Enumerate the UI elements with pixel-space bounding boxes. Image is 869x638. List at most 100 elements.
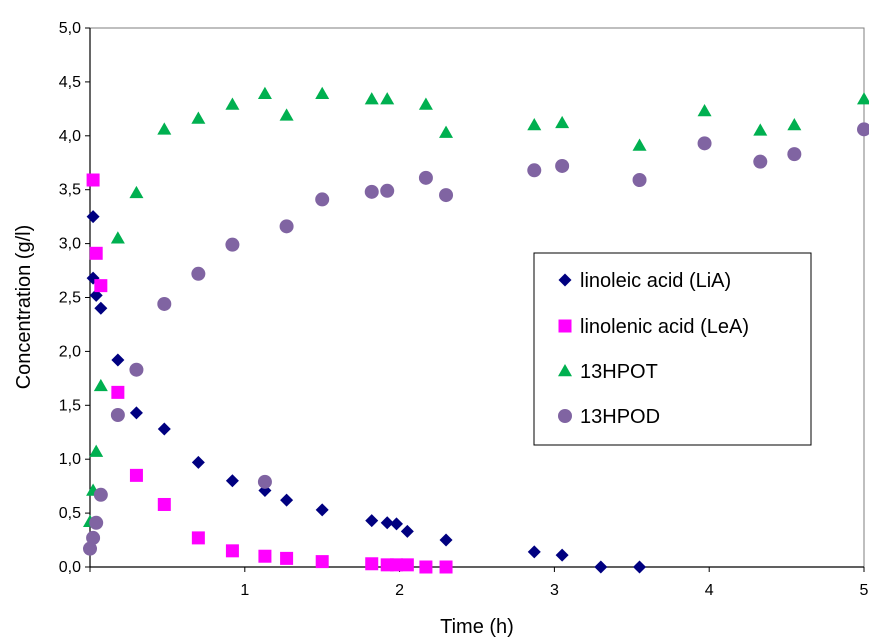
data-point	[191, 266, 206, 281]
legend-label: 13HPOT	[580, 361, 658, 383]
data-point	[419, 560, 433, 574]
x-tick-labels: 1 2 3 4 5	[240, 582, 868, 599]
y-tick-label: 3,5	[59, 182, 81, 199]
data-point	[157, 497, 171, 511]
y-tick-label: 4,0	[59, 128, 81, 145]
data-point	[380, 516, 394, 530]
data-point	[258, 549, 272, 563]
data-point	[365, 514, 379, 528]
x-axis-title: Time (h)	[440, 616, 514, 638]
data-point	[191, 455, 205, 469]
x-tick-label: 5	[860, 582, 869, 599]
data-point	[555, 158, 570, 173]
data-point	[380, 92, 395, 105]
data-point	[257, 86, 272, 100]
data-point	[129, 406, 143, 420]
legend-marker	[558, 364, 572, 377]
data-point	[439, 125, 454, 138]
data-point	[191, 531, 205, 545]
data-point	[315, 555, 329, 569]
data-point	[390, 517, 404, 531]
y-tick-label: 1,0	[59, 451, 81, 468]
y-axis-title: Concentration (g/l)	[13, 225, 35, 390]
data-point	[111, 385, 125, 399]
axes	[85, 27, 865, 572]
legend-box	[533, 252, 812, 446]
x-tick-label: 1	[240, 582, 249, 599]
data-point	[315, 192, 330, 207]
data-point	[129, 468, 143, 482]
data-point	[364, 184, 379, 199]
data-point	[439, 533, 453, 547]
data-point	[787, 147, 802, 162]
data-point	[257, 474, 272, 489]
data-point	[89, 246, 103, 260]
legend: linoleic acid (LiA) linolenic acid (LeA) 1…	[533, 252, 812, 446]
data-point	[315, 86, 330, 100]
data-point	[418, 170, 433, 185]
data-point	[787, 118, 802, 131]
data-point	[400, 524, 414, 538]
data-point	[89, 444, 104, 457]
data-point	[280, 493, 294, 507]
legend-items: linoleic acid (LiA) linolenic acid (LeA) 1…	[558, 270, 749, 428]
data-point	[555, 115, 570, 129]
data-point	[225, 544, 239, 558]
legend-marker	[558, 273, 572, 287]
data-point	[365, 557, 379, 571]
legend-label: linolenic acid (LeA)	[580, 316, 749, 338]
data-point	[279, 108, 294, 121]
series-square	[86, 173, 453, 574]
y-tick-labels: 0,0 0,5 1,0 1,5 2,0 2,5 3,0 3,5 4,0 4,5 5,0	[59, 20, 81, 576]
data-point	[157, 296, 172, 311]
data-point	[857, 92, 869, 105]
data-point	[86, 530, 101, 545]
data-point	[527, 545, 541, 559]
y-tick-label: 4,5	[59, 74, 81, 91]
data-point	[86, 173, 100, 187]
data-point	[527, 163, 542, 178]
data-point	[632, 172, 647, 187]
data-point	[225, 474, 239, 488]
data-point	[86, 210, 100, 224]
legend-label: 13HPOD	[580, 406, 660, 428]
data-point	[418, 97, 433, 110]
data-point	[93, 487, 108, 502]
x-tick-label: 4	[705, 582, 714, 599]
data-point	[280, 551, 294, 565]
data-point	[364, 92, 379, 105]
data-point	[632, 138, 647, 151]
y-tick-label: 5,0	[59, 20, 81, 37]
data-point	[89, 515, 104, 530]
y-tick-label: 2,5	[59, 290, 81, 307]
data-point	[157, 122, 172, 135]
data-point	[94, 279, 108, 293]
y-tick-label: 0,0	[59, 559, 81, 576]
data-point	[594, 560, 608, 574]
data-point	[400, 558, 414, 572]
x-tick-label: 2	[395, 582, 404, 599]
data-point	[439, 560, 453, 574]
data-point	[527, 118, 542, 131]
legend-marker	[558, 319, 572, 333]
data-point	[83, 541, 97, 556]
data-point	[555, 548, 569, 562]
series-circle	[83, 122, 869, 556]
y-tick-label: 1,5	[59, 397, 81, 414]
data-point	[157, 422, 171, 436]
legend-label: linoleic acid (LiA)	[580, 270, 731, 292]
data-point	[94, 301, 108, 315]
data-point	[129, 185, 144, 199]
y-tick-label: 2,0	[59, 343, 81, 360]
data-point	[225, 237, 240, 252]
legend-marker	[558, 409, 572, 423]
data-point	[93, 378, 108, 392]
x-tick-label: 3	[550, 582, 559, 599]
data-point	[191, 111, 206, 124]
data-point	[753, 123, 768, 136]
data-point	[633, 560, 647, 574]
data-point	[390, 558, 404, 572]
data-point	[279, 219, 294, 234]
data-marks	[83, 86, 869, 574]
